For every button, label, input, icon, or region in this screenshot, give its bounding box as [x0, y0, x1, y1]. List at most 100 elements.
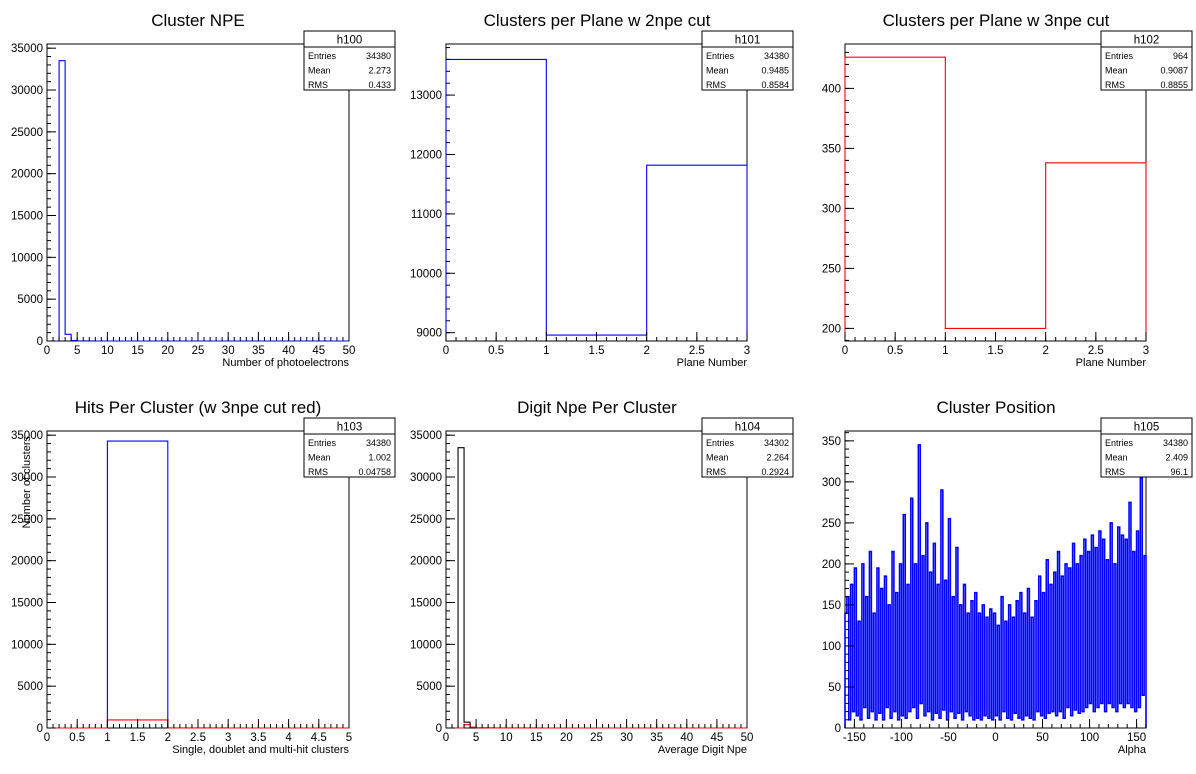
stats-label: Entries	[308, 51, 337, 61]
y-tick-label: 12000	[410, 149, 442, 161]
stats-value: 0.2924	[761, 467, 789, 477]
histogram-bin	[1050, 584, 1052, 728]
histogram-bin	[964, 584, 966, 728]
x-tick-label: 20	[560, 732, 573, 744]
x-tick-label: 15	[131, 345, 144, 357]
x-tick-label: 30	[620, 732, 633, 744]
x-tick-label: 25	[590, 732, 603, 744]
x-tick-label: 50	[1036, 732, 1049, 744]
x-tick-label: 5	[346, 732, 352, 744]
histogram-bin	[894, 712, 896, 728]
histogram-bin	[1039, 576, 1041, 728]
x-axis-label: Average Digit Npe	[658, 744, 747, 756]
y-tick-label: 5000	[416, 681, 442, 693]
histogram-bin	[1131, 707, 1133, 728]
histogram-bin	[885, 576, 887, 728]
histogram-bin	[858, 621, 860, 728]
histogram-bin	[971, 601, 973, 728]
histogram-bin	[1007, 718, 1009, 728]
x-tick-label: 1.5	[130, 732, 146, 744]
x-tick-label: 3.5	[250, 732, 266, 744]
x-tick-label: -50	[940, 732, 957, 744]
histogram-bin	[1073, 543, 1075, 728]
histogram-bin	[999, 720, 1001, 728]
histogram-line	[47, 60, 349, 342]
histogram-bin	[907, 584, 909, 728]
stats-name: h100	[337, 35, 363, 47]
histogram-bin	[1120, 703, 1122, 728]
histogram-bin	[932, 720, 934, 728]
histogram-bin	[935, 713, 937, 728]
histogram-bin	[952, 597, 954, 728]
histogram-bin	[1075, 710, 1077, 728]
histogram-bin	[1056, 716, 1058, 728]
histogram-bin	[860, 720, 862, 728]
x-tick-label: 0	[443, 732, 449, 744]
x-tick-label: 3	[225, 732, 231, 744]
stats-value: 34380	[764, 51, 789, 61]
histogram-bin	[1016, 601, 1018, 728]
histogram-line	[47, 440, 349, 729]
stats-value: 1.002	[368, 453, 391, 463]
y-tick-label: 0	[436, 723, 442, 735]
histogram-bin	[862, 564, 864, 728]
y-tick-label: 200	[822, 559, 841, 571]
x-axis-label: Plane Number	[677, 357, 748, 369]
y-tick-label: 35000	[410, 430, 442, 442]
y-tick-label: 0	[37, 723, 43, 735]
y-tick-label: 25000	[11, 127, 43, 139]
histogram-bin	[980, 720, 982, 728]
x-axis-label: Number of photoelectrons	[222, 357, 349, 369]
x-tick-label: 100	[1080, 732, 1099, 744]
histogram-bin	[1088, 552, 1090, 728]
x-tick-label: 35	[650, 732, 663, 744]
x-tick-label: 0	[992, 732, 998, 744]
stats-label: Mean	[308, 66, 331, 76]
y-tick-label: 15000	[410, 598, 442, 610]
x-tick-label: 1.5	[988, 345, 1004, 357]
stats-value: 0.9485	[761, 66, 789, 76]
histogram-bin	[1080, 556, 1082, 728]
histogram-bin	[1110, 523, 1112, 728]
x-tick-label: 2.5	[190, 732, 206, 744]
histogram-series-1	[445, 58, 748, 341]
y-tick-label: 25000	[410, 514, 442, 526]
y-tick-label: 10000	[11, 252, 43, 264]
histogram-bin	[892, 552, 894, 728]
stats-value: 96.1	[1170, 467, 1188, 477]
x-tick-label: 1.5	[589, 345, 605, 357]
x-tick-label: 10	[500, 732, 513, 744]
histogram-bin	[941, 490, 943, 728]
histogram-bin	[65, 334, 71, 341]
histogram-bin	[1125, 539, 1127, 728]
y-tick-label: 250	[822, 263, 841, 275]
y-tick-label: 35000	[11, 43, 43, 55]
x-tick-label: 20	[161, 345, 174, 357]
stats-value: 2.273	[368, 66, 391, 76]
histogram-bin	[945, 580, 947, 728]
stats-label: Entries	[1105, 438, 1134, 448]
histogram-bin	[470, 727, 476, 728]
histogram-bin	[960, 605, 962, 728]
x-tick-label: 150	[1127, 732, 1146, 744]
y-tick-label: 150	[822, 600, 841, 612]
histogram-pad-h101: Clusters per Plane w 2npe cut 0 0.5 1 1.5 2 2.…	[410, 11, 794, 369]
histogram-bin	[898, 720, 900, 728]
histogram-bin	[948, 519, 950, 728]
x-tick-label: 45	[312, 345, 325, 357]
y-tick-label: 30000	[11, 85, 43, 97]
stats-value: 964	[1173, 51, 1188, 61]
histogram-bin	[1069, 568, 1071, 728]
histogram-bin	[1005, 621, 1007, 728]
histogram-series-2	[446, 724, 747, 729]
histogram-bin	[1026, 716, 1028, 728]
histogram-bin	[954, 718, 956, 728]
stats-value: 34302	[764, 438, 789, 448]
x-tick-label: 0.5	[488, 345, 504, 357]
histogram-bin	[1001, 597, 1003, 728]
histogram-series-1	[47, 60, 349, 342]
histogram-bin	[924, 716, 926, 728]
